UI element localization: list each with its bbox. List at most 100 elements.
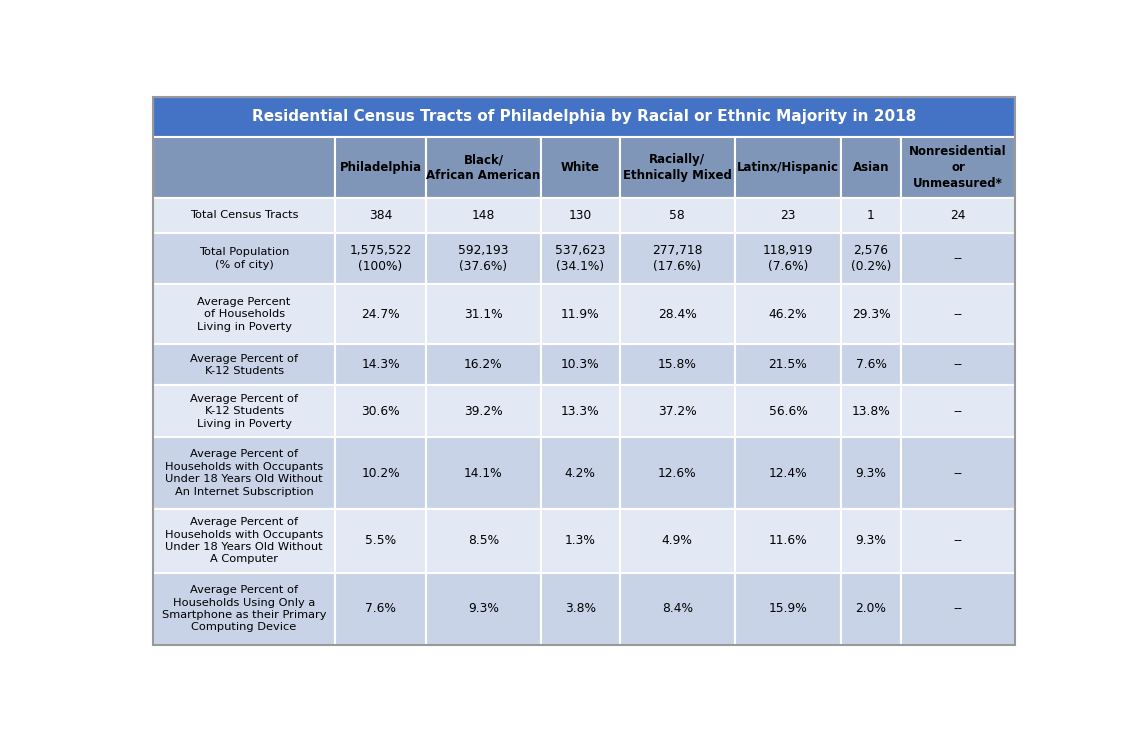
Bar <box>841 137 901 198</box>
Text: 16.2%: 16.2% <box>464 358 503 371</box>
Bar <box>620 573 734 644</box>
Text: Average Percent of
K-12 Students: Average Percent of K-12 Students <box>190 354 299 376</box>
Bar <box>901 437 1016 509</box>
Text: 9.3%: 9.3% <box>467 602 499 615</box>
Text: 12.4%: 12.4% <box>768 467 807 479</box>
Bar <box>426 284 540 344</box>
Text: 46.2%: 46.2% <box>768 308 807 321</box>
Text: 537,623
(34.1%): 537,623 (34.1%) <box>555 244 605 273</box>
Bar <box>426 233 540 284</box>
Bar <box>620 137 734 198</box>
Bar <box>540 509 620 573</box>
Bar <box>426 509 540 573</box>
Text: 7.6%: 7.6% <box>856 358 887 371</box>
Text: 384: 384 <box>369 209 392 222</box>
Text: Nonresidential
or
Unmeasured*: Nonresidential or Unmeasured* <box>910 145 1007 190</box>
Bar <box>841 233 901 284</box>
Text: 37.2%: 37.2% <box>658 404 697 418</box>
Bar <box>734 385 841 437</box>
Bar <box>426 198 540 233</box>
Bar <box>426 437 540 509</box>
Text: 4.2%: 4.2% <box>564 467 596 479</box>
Bar <box>901 573 1016 644</box>
Bar <box>153 437 335 509</box>
Text: 9.3%: 9.3% <box>856 534 887 548</box>
Text: Average Percent of
Households with Occupants
Under 18 Years Old Without
A Comput: Average Percent of Households with Occup… <box>165 517 324 564</box>
Bar <box>734 437 841 509</box>
Text: 2.0%: 2.0% <box>856 602 887 615</box>
Text: --: -- <box>953 467 962 479</box>
Text: 13.8%: 13.8% <box>852 404 890 418</box>
Text: 7.6%: 7.6% <box>365 602 396 615</box>
Bar <box>620 198 734 233</box>
Bar <box>841 284 901 344</box>
Bar <box>620 437 734 509</box>
Bar <box>841 198 901 233</box>
Text: 15.8%: 15.8% <box>658 358 697 371</box>
Bar <box>335 284 426 344</box>
Bar <box>540 284 620 344</box>
Text: 14.1%: 14.1% <box>464 467 503 479</box>
Text: 39.2%: 39.2% <box>464 404 503 418</box>
Text: 10.3%: 10.3% <box>561 358 600 371</box>
Bar <box>540 198 620 233</box>
Bar <box>540 344 620 385</box>
Text: 2,576
(0.2%): 2,576 (0.2%) <box>850 244 891 273</box>
Bar <box>841 509 901 573</box>
Text: 277,718
(17.6%): 277,718 (17.6%) <box>652 244 702 273</box>
Text: 58: 58 <box>669 209 685 222</box>
Text: Asian: Asian <box>853 161 889 174</box>
Text: Residential Census Tracts of Philadelphia by Racial or Ethnic Majority in 2018: Residential Census Tracts of Philadelphi… <box>252 109 917 124</box>
Text: 8.4%: 8.4% <box>661 602 693 615</box>
Bar <box>153 198 335 233</box>
Bar <box>153 284 335 344</box>
Text: 1,575,522
(100%): 1,575,522 (100%) <box>349 244 412 273</box>
Bar <box>734 137 841 198</box>
Text: 5.5%: 5.5% <box>365 534 396 548</box>
Bar <box>153 385 335 437</box>
Bar <box>901 509 1016 573</box>
Text: 592,193
(37.6%): 592,193 (37.6%) <box>458 244 508 273</box>
Bar <box>335 437 426 509</box>
Text: 4.9%: 4.9% <box>661 534 693 548</box>
Bar <box>153 509 335 573</box>
Bar <box>153 233 335 284</box>
Bar <box>734 573 841 644</box>
Text: 56.6%: 56.6% <box>768 404 807 418</box>
Text: Average Percent of
Households with Occupants
Under 18 Years Old Without
An Inter: Average Percent of Households with Occup… <box>165 449 324 497</box>
Bar <box>335 385 426 437</box>
Bar <box>734 284 841 344</box>
Text: 24: 24 <box>951 209 966 222</box>
Text: 148: 148 <box>472 209 495 222</box>
Bar <box>841 385 901 437</box>
Text: 14.3%: 14.3% <box>361 358 400 371</box>
Bar <box>734 198 841 233</box>
Bar <box>153 344 335 385</box>
Bar <box>540 233 620 284</box>
Text: --: -- <box>953 534 962 548</box>
Text: Total Census Tracts: Total Census Tracts <box>190 211 299 220</box>
Text: 130: 130 <box>569 209 592 222</box>
Text: 15.9%: 15.9% <box>768 602 807 615</box>
Bar <box>335 198 426 233</box>
Text: 28.4%: 28.4% <box>658 308 697 321</box>
Text: 21.5%: 21.5% <box>768 358 807 371</box>
Bar <box>335 509 426 573</box>
Text: White: White <box>561 161 600 174</box>
Bar <box>901 137 1016 198</box>
Text: --: -- <box>953 358 962 371</box>
Bar <box>426 385 540 437</box>
Text: 24.7%: 24.7% <box>361 308 400 321</box>
Bar <box>426 137 540 198</box>
Bar <box>335 137 426 198</box>
Text: Average Percent of
K-12 Students
Living in Poverty: Average Percent of K-12 Students Living … <box>190 394 299 429</box>
Bar <box>901 233 1016 284</box>
Text: Latinx/Hispanic: Latinx/Hispanic <box>736 161 839 174</box>
Bar <box>335 233 426 284</box>
Bar <box>734 509 841 573</box>
Text: Black/
African American: Black/ African American <box>426 153 540 182</box>
Bar <box>620 233 734 284</box>
Bar <box>901 198 1016 233</box>
Bar <box>620 344 734 385</box>
Bar <box>153 137 335 198</box>
